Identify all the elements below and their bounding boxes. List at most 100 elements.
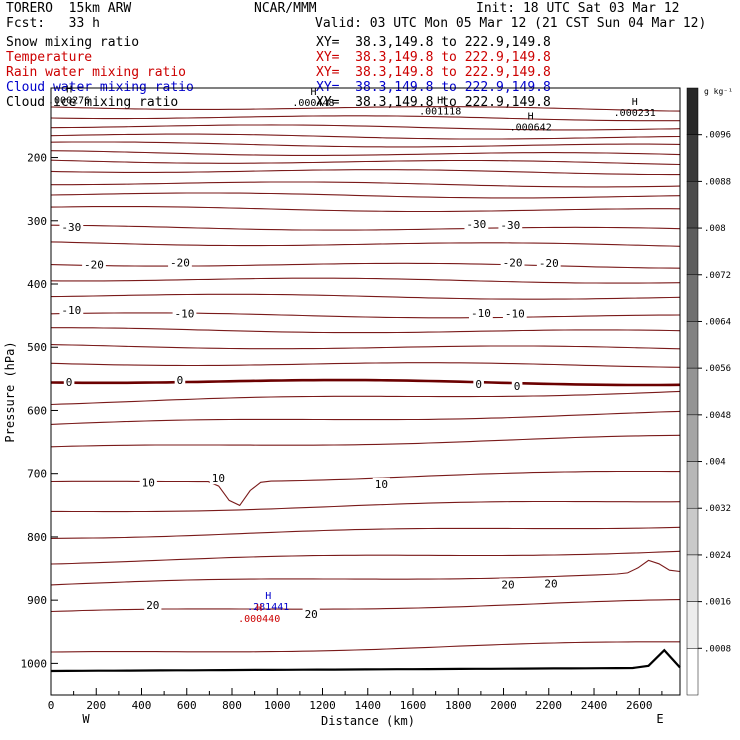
- contour-line: [50, 262, 681, 269]
- contour-label: 20: [305, 608, 318, 621]
- colorbar-segment: [686, 507, 699, 556]
- contour-label: -30: [61, 221, 81, 234]
- field-temperature-xy: XY= 38.3,149.8 to 222.9,149.8: [316, 50, 551, 65]
- contour-label-bg: [174, 374, 186, 387]
- contour-line: [50, 293, 681, 300]
- x-tick-label: 0: [48, 699, 55, 712]
- contour-line: [50, 344, 681, 350]
- extremum-marker: H: [256, 603, 262, 614]
- title-left: TORERO 15km ARW: [6, 1, 132, 16]
- contour-label-bg: [464, 217, 489, 230]
- contour-line: [50, 141, 681, 148]
- x-tick-label: 2000: [490, 699, 517, 712]
- extremum-marker: H: [528, 112, 534, 123]
- contour-label-bg: [502, 307, 527, 320]
- x-axis: 0 200 400 600 800 1000 1200 1400 1600 1800 2000 220…: [48, 688, 663, 712]
- contour-label-bg: [500, 256, 525, 269]
- contour-line: [50, 133, 681, 140]
- colorbar-segment: [686, 554, 699, 602]
- contour-label: 0: [66, 376, 73, 389]
- contour-line: [50, 192, 681, 199]
- field-rain-xy: XY= 38.3,149.8 to 222.9,149.8: [316, 65, 551, 80]
- contour-label-bg: [536, 257, 561, 270]
- extremum-value: .281441: [247, 602, 289, 613]
- contour-label-bg: [144, 599, 162, 612]
- contour-label-bg: [499, 578, 517, 591]
- contour-label: 10: [212, 472, 225, 485]
- contour-label-bg: [511, 379, 523, 392]
- colorbar-segment: [686, 601, 699, 649]
- contour-label: -20: [539, 257, 559, 270]
- contour-line: [51, 181, 681, 188]
- contour-label: 20: [501, 578, 514, 591]
- contour-label: 0: [475, 378, 482, 391]
- extremum-value: .000448: [292, 98, 334, 109]
- y-tick-label: 800: [27, 531, 47, 544]
- field-snow-name: Snow mixing ratio: [6, 35, 140, 50]
- contour-label-bg: [139, 476, 157, 489]
- y-axis: 200 300 400 500 600 700 800 900 1000: [21, 152, 58, 670]
- colorbar-segment: [686, 367, 699, 416]
- contour-label: 10: [142, 477, 155, 490]
- contour-label: -30: [466, 218, 486, 231]
- contour-label-bg: [172, 307, 197, 320]
- contour-line: [50, 159, 681, 166]
- extremum-value: .000440: [238, 614, 280, 625]
- colorbar-tick-label: .0088: [704, 177, 731, 187]
- contour-line: [50, 169, 680, 176]
- colorbar-segment: [686, 648, 699, 696]
- contour-label-bg: [59, 221, 84, 234]
- terrain-layer: [50, 648, 681, 673]
- contour-label: -10: [175, 308, 195, 321]
- valid-time: Valid: 03 UTC Mon 05 Mar 12 (21 CST Sun …: [315, 16, 707, 31]
- contour-label: -20: [170, 257, 190, 270]
- x-tick-label: 1800: [445, 699, 472, 712]
- contour-line: [51, 500, 681, 513]
- x-axis-label: Distance (km): [321, 714, 415, 728]
- contour-label: -10: [61, 304, 81, 317]
- colorbar-segment: [686, 321, 699, 369]
- field-cloudice-xy: XY= 38.3,149.8 to 222.9,149.8: [316, 95, 551, 110]
- temperature-contours: [50, 106, 681, 653]
- colorbar-tick-label: .0096: [704, 131, 731, 141]
- colorbar-tick-label: .0032: [704, 504, 731, 514]
- y-tick-label: 600: [27, 404, 47, 417]
- x-tick-label: 1000: [264, 699, 291, 712]
- contour-line: [50, 124, 681, 131]
- colorbar-segment: [686, 87, 699, 135]
- contour-line: [50, 434, 681, 448]
- terrain-line: [50, 648, 681, 673]
- y-tick-label: 300: [27, 215, 47, 228]
- contour-label-bg: [473, 377, 484, 390]
- field-temperature-name: Temperature: [6, 50, 93, 65]
- contour-line: [50, 106, 681, 112]
- x-tick-label: 1200: [309, 699, 336, 712]
- field-cloudice-name: Cloud ice mixing ratio: [6, 95, 179, 110]
- colorbar-segment: [686, 227, 699, 276]
- colorbar-tick-label: .0016: [704, 598, 731, 608]
- extremum-value: .000642: [510, 123, 552, 134]
- x-tick-label: 2400: [581, 699, 608, 712]
- contour-line: [50, 150, 681, 156]
- contour-label: 10: [375, 478, 388, 491]
- colorbar-segment: [686, 181, 699, 229]
- extremum-marker: H: [265, 591, 271, 602]
- colorbar-unit: g kg⁻¹: [704, 87, 733, 96]
- contour-label-bg: [302, 608, 320, 621]
- extremum-marker: H: [437, 96, 443, 107]
- contour-line: [50, 241, 681, 247]
- contour-line: [50, 115, 680, 122]
- extremum-value: .000231: [614, 108, 656, 119]
- contour-line: [50, 312, 681, 319]
- contour-label-bg: [372, 477, 390, 490]
- contour-line: [50, 550, 681, 565]
- contour-line: [50, 390, 681, 406]
- contour-labels: -30 -30 -30 -20 -20 -20 -20 -10 -10 -10 -10 0 0 0 0 10 1…: [59, 217, 561, 621]
- extremum-marker: H: [632, 97, 638, 108]
- colorbar-tick-label: .0064: [704, 317, 731, 327]
- x-tick-label: 1600: [400, 699, 427, 712]
- colorbar-segment: [686, 274, 699, 322]
- center-label: NCAR/MMM: [254, 1, 317, 16]
- extremum-value: .000276: [48, 95, 90, 106]
